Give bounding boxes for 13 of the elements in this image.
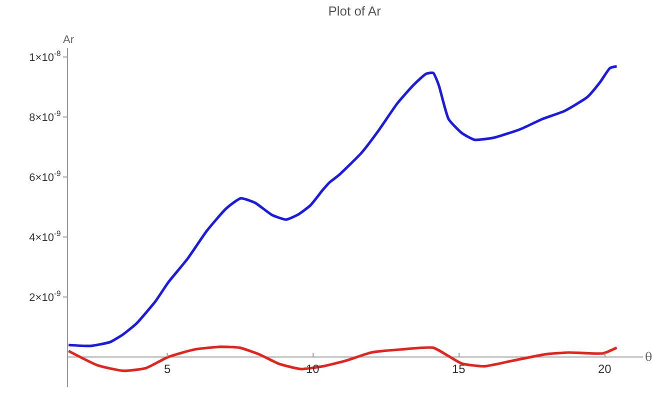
x-tick-label: 15 — [452, 362, 466, 376]
x-axis-title: θ — [645, 350, 652, 364]
x-tick-label: 5 — [164, 362, 171, 376]
y-tick-label: 8×10$^{-9}$ — [29, 109, 61, 124]
chart-title: Plot of Ar — [328, 3, 382, 18]
y-tick-label: 1×10$^{-8}$ — [29, 49, 61, 64]
y-tick-label: 6×10$^{-9}$ — [29, 169, 61, 184]
y-tick-label: 4×10$^{-9}$ — [29, 229, 61, 244]
line-series — [68, 345, 618, 372]
y-tick-label: 2×10$^{-9}$ — [29, 289, 61, 304]
y-axis-title: Ar — [63, 34, 74, 46]
x-tick-label: 20 — [598, 362, 612, 376]
line-series — [68, 65, 618, 348]
